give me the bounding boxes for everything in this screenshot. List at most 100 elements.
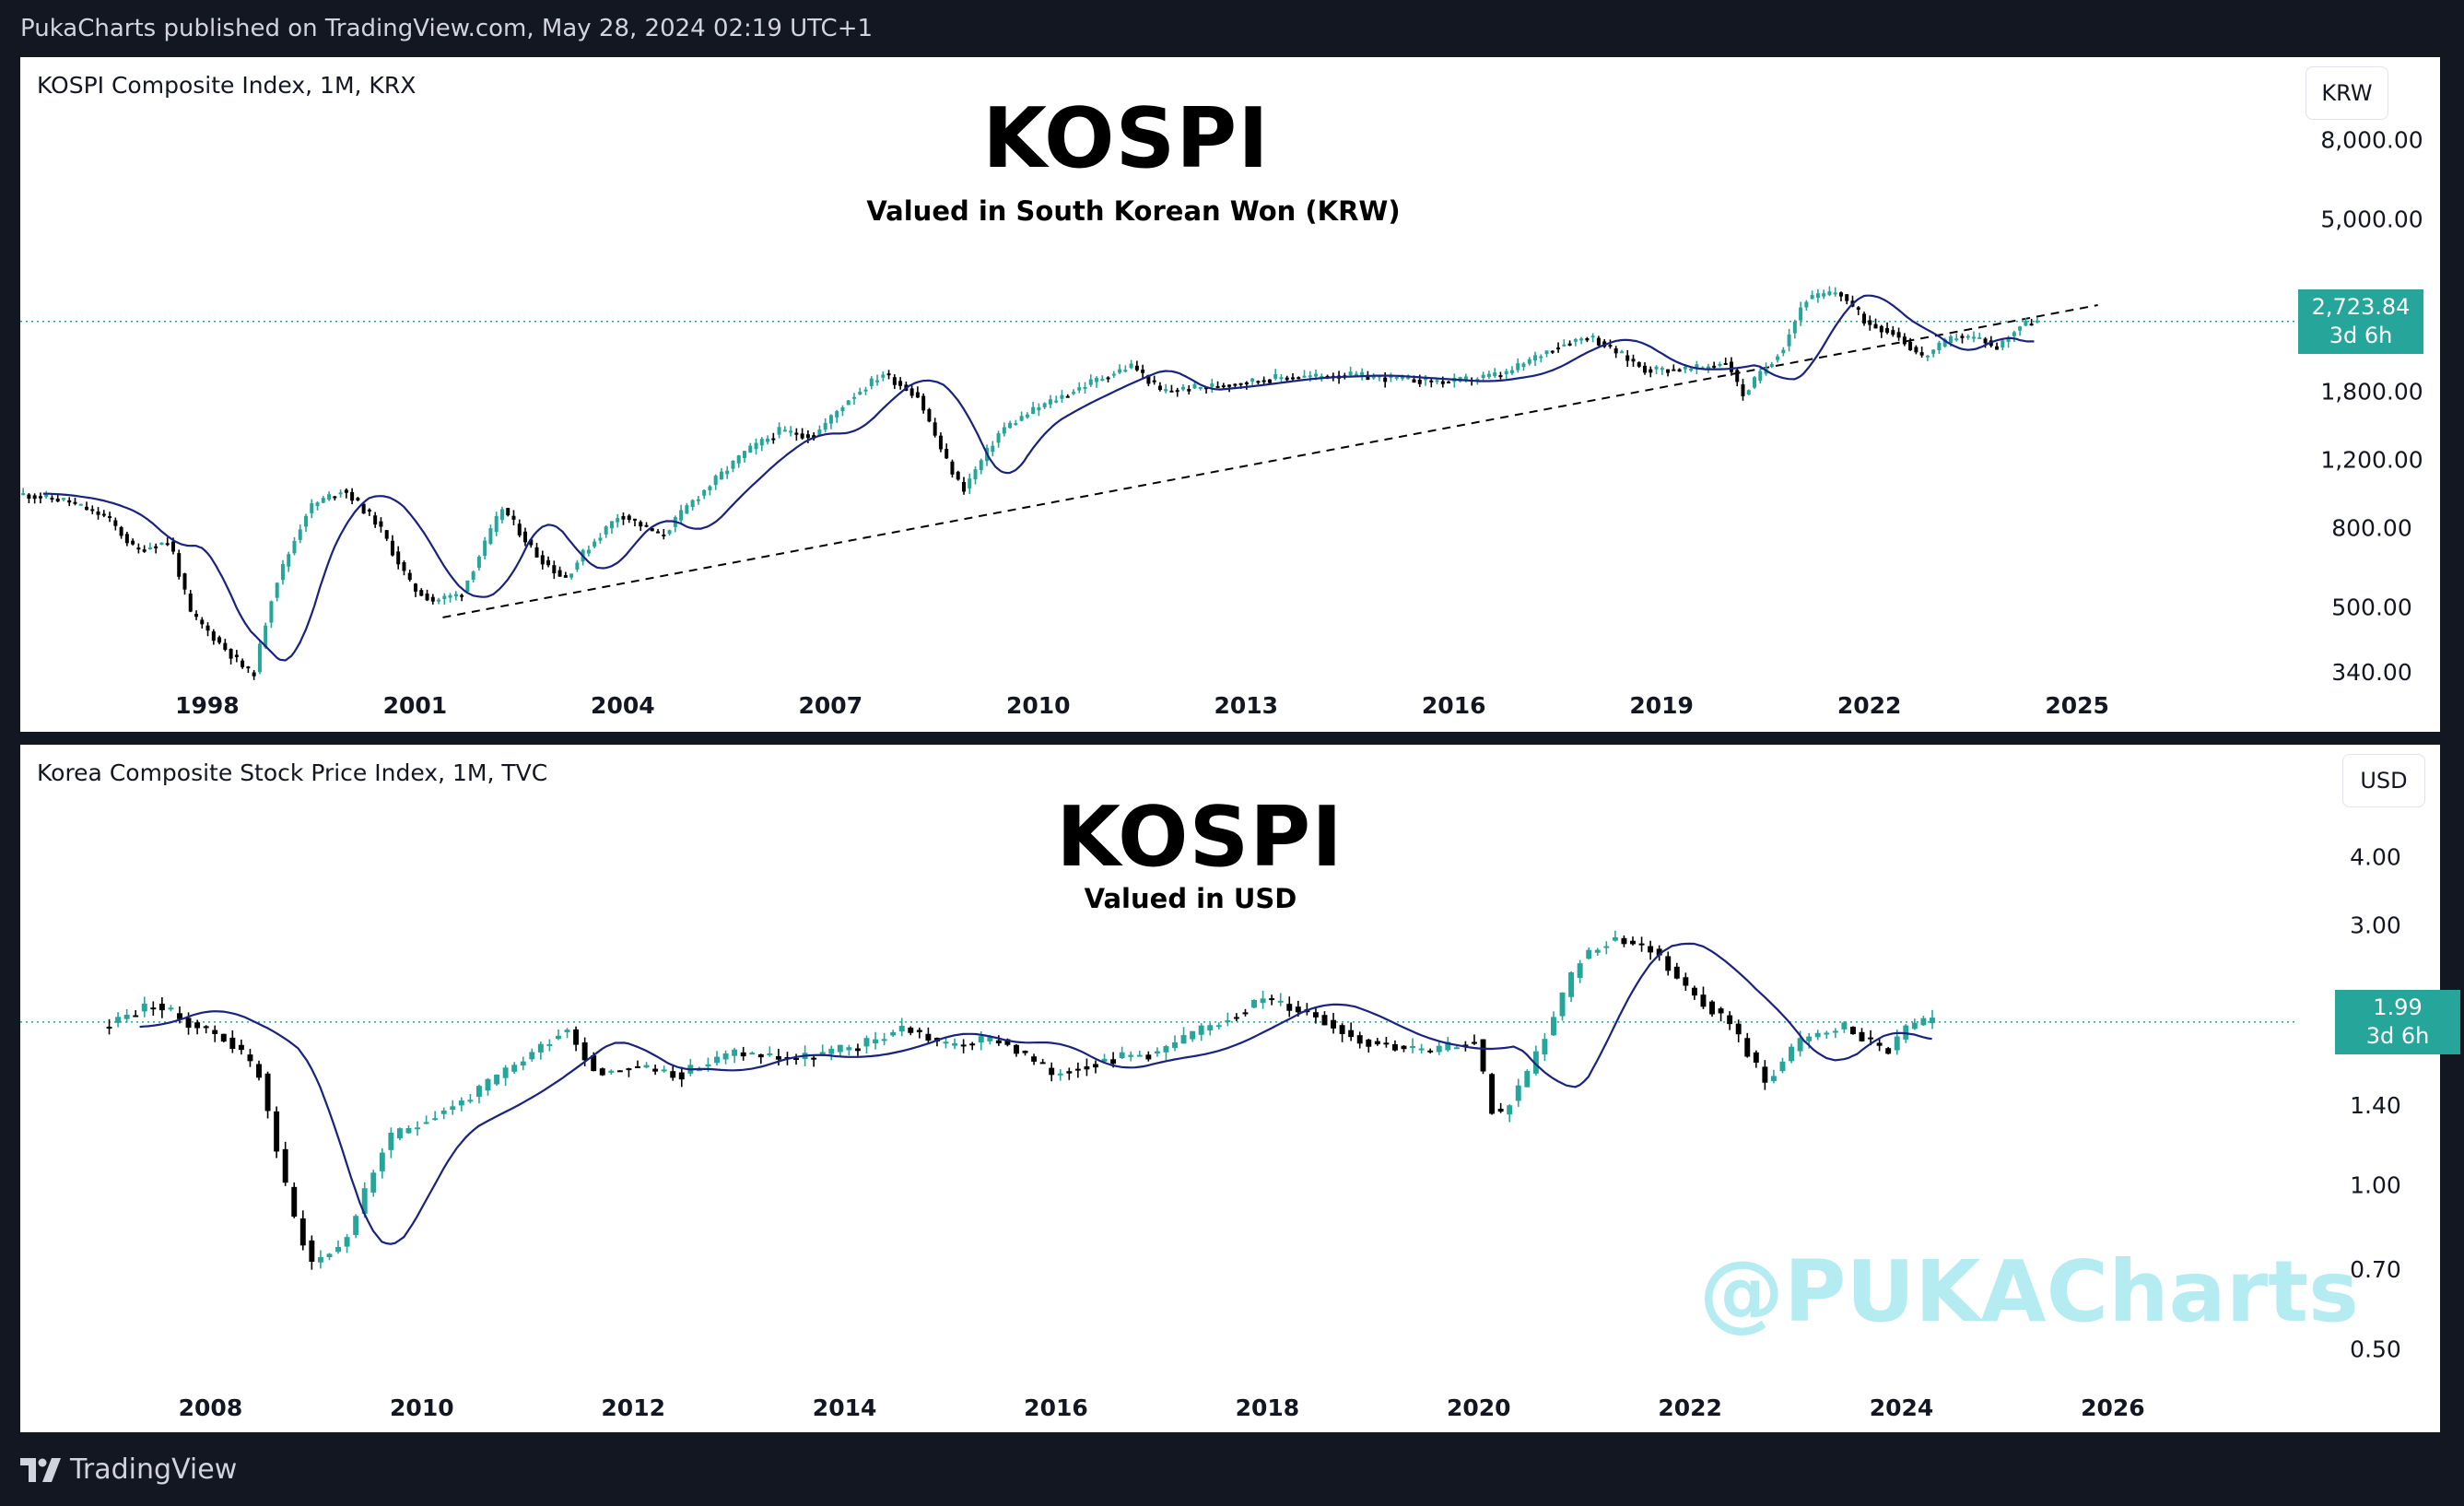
candle[interactable] bbox=[1859, 1028, 1865, 1042]
candle[interactable] bbox=[1225, 1012, 1231, 1027]
candle[interactable] bbox=[1579, 336, 1584, 345]
candle[interactable] bbox=[465, 580, 470, 593]
candle[interactable] bbox=[356, 497, 360, 501]
candle[interactable] bbox=[1172, 1035, 1178, 1052]
candle[interactable] bbox=[1542, 1032, 1548, 1062]
candle[interactable] bbox=[915, 386, 920, 398]
candle[interactable] bbox=[2012, 330, 2016, 343]
candle[interactable] bbox=[106, 1018, 112, 1035]
candle[interactable] bbox=[460, 594, 464, 602]
candle[interactable] bbox=[835, 409, 839, 423]
candle[interactable] bbox=[1735, 368, 1740, 387]
candle[interactable] bbox=[1654, 365, 1659, 374]
candle[interactable] bbox=[458, 1097, 464, 1112]
candle[interactable] bbox=[1180, 1027, 1187, 1044]
candle[interactable] bbox=[1037, 403, 1041, 417]
candle[interactable] bbox=[858, 387, 862, 395]
candle[interactable] bbox=[846, 400, 851, 406]
candle[interactable] bbox=[1321, 1011, 1328, 1026]
candle[interactable] bbox=[890, 1029, 897, 1038]
candle[interactable] bbox=[1256, 380, 1261, 385]
candle[interactable] bbox=[1389, 372, 1393, 382]
candle[interactable] bbox=[1995, 342, 2000, 350]
candle[interactable] bbox=[211, 629, 216, 645]
candle[interactable] bbox=[73, 498, 77, 506]
candle[interactable] bbox=[1447, 381, 1451, 383]
candle[interactable] bbox=[1810, 290, 1814, 300]
candle[interactable] bbox=[1683, 972, 1689, 991]
candle[interactable] bbox=[1815, 288, 1820, 303]
candle[interactable] bbox=[1489, 1073, 1496, 1115]
candle[interactable] bbox=[1532, 1045, 1539, 1076]
candle[interactable] bbox=[736, 454, 741, 468]
candle[interactable] bbox=[564, 1028, 570, 1039]
candle[interactable] bbox=[1868, 315, 1872, 331]
candle[interactable] bbox=[1198, 1023, 1204, 1041]
candle[interactable] bbox=[367, 508, 371, 516]
candle[interactable] bbox=[2001, 337, 2005, 351]
candle[interactable] bbox=[1911, 1018, 1918, 1030]
candle[interactable] bbox=[1515, 1078, 1521, 1107]
candle[interactable] bbox=[1277, 993, 1284, 1006]
candle[interactable] bbox=[1689, 368, 1694, 372]
candle[interactable] bbox=[945, 443, 949, 459]
candle[interactable] bbox=[1822, 289, 1826, 300]
candle[interactable] bbox=[1207, 1022, 1214, 1036]
candle[interactable] bbox=[229, 648, 233, 665]
candle[interactable] bbox=[687, 1058, 694, 1077]
candle[interactable] bbox=[573, 1026, 580, 1052]
candle[interactable] bbox=[27, 493, 31, 503]
candle[interactable] bbox=[1360, 368, 1365, 381]
candle[interactable] bbox=[1251, 999, 1257, 1009]
candle[interactable] bbox=[440, 1107, 447, 1120]
candle[interactable] bbox=[1054, 395, 1059, 404]
candle[interactable] bbox=[1302, 370, 1307, 378]
candle[interactable] bbox=[1204, 386, 1209, 394]
candle[interactable] bbox=[1930, 1009, 1935, 1029]
candle[interactable] bbox=[534, 543, 539, 558]
candle[interactable] bbox=[1691, 985, 1697, 1000]
candle[interactable] bbox=[1824, 1030, 1830, 1039]
candle[interactable] bbox=[247, 1048, 253, 1067]
candle[interactable] bbox=[1025, 412, 1029, 419]
candle[interactable] bbox=[147, 542, 152, 550]
candle[interactable] bbox=[1586, 947, 1592, 959]
candle[interactable] bbox=[775, 1048, 781, 1066]
candle[interactable] bbox=[1746, 389, 1751, 395]
candle[interactable] bbox=[437, 597, 441, 605]
candle[interactable] bbox=[388, 1127, 394, 1159]
candle[interactable] bbox=[722, 1050, 729, 1065]
candle[interactable] bbox=[1136, 1050, 1143, 1057]
candle[interactable] bbox=[1418, 1043, 1425, 1053]
candle[interactable] bbox=[639, 520, 643, 532]
candle[interactable] bbox=[1331, 1013, 1337, 1034]
candle[interactable] bbox=[123, 1008, 130, 1023]
candle[interactable] bbox=[731, 460, 735, 473]
candle[interactable] bbox=[370, 1170, 377, 1197]
candle[interactable] bbox=[396, 546, 401, 570]
candle[interactable] bbox=[158, 997, 165, 1018]
candle[interactable] bbox=[1758, 367, 1763, 384]
candle[interactable] bbox=[142, 545, 147, 553]
candle[interactable] bbox=[150, 1001, 157, 1016]
candle[interactable] bbox=[1856, 306, 1860, 316]
candle[interactable] bbox=[282, 1141, 288, 1186]
candle[interactable] bbox=[546, 1039, 553, 1052]
candle[interactable] bbox=[552, 560, 557, 580]
candle[interactable] bbox=[1914, 345, 1918, 355]
candle[interactable] bbox=[1493, 368, 1497, 378]
candle[interactable] bbox=[537, 1041, 544, 1060]
candle[interactable] bbox=[586, 545, 591, 557]
series-legend[interactable]: KOSPI Composite Index, 1M, KRX bbox=[37, 72, 417, 99]
candle[interactable] bbox=[886, 370, 891, 380]
candle[interactable] bbox=[1383, 371, 1388, 388]
candle[interactable] bbox=[621, 512, 626, 525]
candle[interactable] bbox=[1925, 355, 1930, 361]
candle[interactable] bbox=[115, 1012, 122, 1028]
candle[interactable] bbox=[1088, 374, 1093, 387]
chart-panel-krw[interactable]: 8,000.005,000.003,000.001,800.001,200.00… bbox=[20, 57, 2440, 732]
candle[interactable] bbox=[652, 1065, 659, 1076]
candle[interactable] bbox=[1590, 333, 1595, 343]
candle[interactable] bbox=[1198, 386, 1203, 391]
candle[interactable] bbox=[973, 465, 978, 485]
